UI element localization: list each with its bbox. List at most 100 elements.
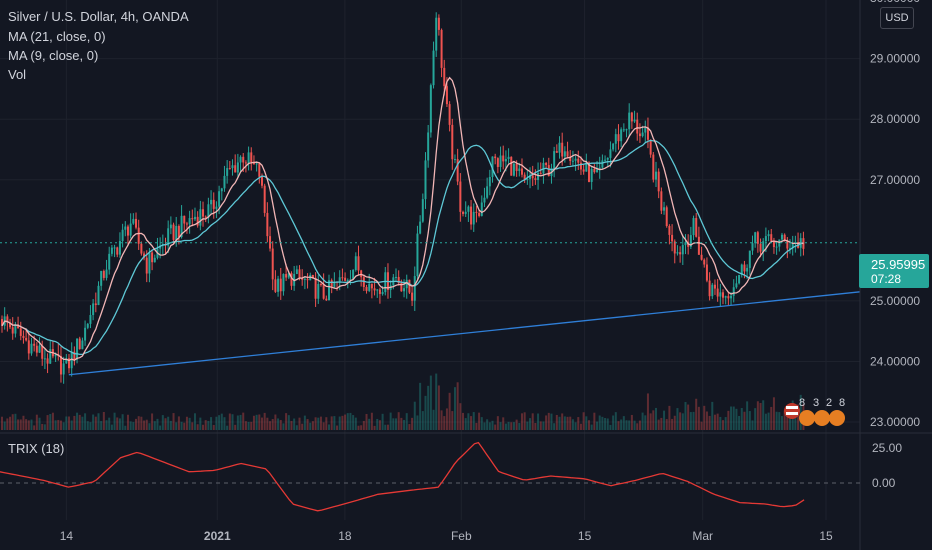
candle-body [625, 129, 628, 131]
volume-bar [298, 417, 301, 430]
volume-bar [76, 412, 79, 430]
candle-body [172, 224, 175, 240]
volume-bar [78, 414, 81, 430]
volume-bar [14, 413, 17, 430]
legend-trix[interactable]: TRIX (18) [8, 441, 65, 456]
trix-axis-ticks: 25.00 0.00 [872, 441, 902, 490]
candle-body [630, 112, 633, 122]
candle-body [250, 152, 253, 163]
legend-vol[interactable]: Vol [8, 67, 27, 82]
candle-body [786, 240, 789, 249]
candle-body [381, 292, 384, 294]
candle-body [43, 358, 46, 360]
candle-body [46, 358, 49, 364]
volume-bar [738, 415, 741, 430]
volume-bar [311, 421, 314, 430]
volume-bar [338, 416, 341, 430]
candle-body [108, 253, 111, 270]
volume-bar [376, 418, 379, 430]
volume-bars [1, 373, 805, 430]
volume-bar [435, 373, 438, 430]
candle-body [783, 234, 786, 241]
candle-body [124, 226, 127, 230]
candle-body [673, 241, 676, 254]
candle-body [27, 340, 30, 354]
volume-bar [126, 414, 129, 430]
volume-bar [641, 412, 644, 430]
candle-body [328, 280, 331, 301]
candle-body [333, 281, 336, 287]
candle-body [368, 283, 371, 291]
candle-body [35, 345, 38, 353]
candle-body [290, 273, 293, 286]
volume-bar [676, 408, 679, 430]
volume-bar [169, 420, 172, 430]
candle-body [759, 243, 762, 252]
candle-body [652, 154, 655, 180]
candle-body [113, 247, 116, 249]
volume-bar [569, 416, 572, 430]
candle-body [440, 29, 443, 68]
candle-body [285, 274, 288, 278]
volume-bar [161, 415, 164, 430]
volume-bar [19, 419, 22, 430]
volume-bar [518, 423, 521, 430]
economic-events-icon[interactable] [783, 396, 847, 430]
legend-ma9[interactable]: MA (9, close, 0) [8, 48, 99, 63]
volume-bar [628, 420, 631, 430]
volume-bar [33, 425, 36, 430]
volume-bar [558, 416, 561, 430]
candle-body [421, 199, 424, 222]
candle-body [491, 156, 494, 177]
volume-bar [614, 412, 617, 430]
volume-bar [285, 413, 288, 430]
volume-bar [1, 416, 3, 430]
candle-body [49, 349, 52, 364]
candle-body [585, 162, 588, 172]
candle-body [140, 243, 143, 254]
candle-body [177, 226, 180, 238]
candle-body [478, 212, 481, 216]
volume-bar [73, 415, 76, 430]
candle-body [180, 215, 183, 238]
volume-bar [352, 415, 355, 430]
volume-bar [486, 419, 489, 430]
volume-bar [719, 416, 722, 430]
volume-bar [697, 406, 700, 430]
candle-body [649, 139, 652, 155]
candle-body [537, 172, 540, 180]
trix-tick-1: 0.00 [872, 476, 896, 490]
volume-bar [408, 424, 411, 430]
volume-bar [210, 417, 213, 430]
candle-body [716, 288, 719, 297]
candle-body [400, 283, 403, 292]
volume-bar [180, 421, 183, 430]
volume-bar [159, 425, 162, 430]
candle-body [202, 209, 205, 217]
currency-button[interactable]: USD [880, 7, 914, 29]
candle-body [19, 328, 22, 336]
candle-body [204, 216, 207, 218]
candle-body [263, 185, 266, 213]
volume-bar [386, 424, 389, 430]
candle-body [604, 159, 607, 161]
volume-bar [547, 412, 550, 430]
price-tick-2: 28.00000 [870, 112, 920, 126]
candle-body [512, 163, 515, 176]
volume-bar [577, 417, 580, 430]
volume-bar [330, 416, 333, 430]
legend-ma21[interactable]: MA (21, close, 0) [8, 29, 106, 44]
volume-bar [341, 415, 344, 430]
volume-bar [762, 400, 765, 430]
volume-bar [6, 418, 9, 430]
volume-bar [687, 404, 690, 430]
candle-body [298, 269, 301, 279]
volume-bar [236, 415, 239, 430]
volume-bar [395, 418, 398, 430]
volume-bar [344, 414, 347, 430]
volume-bar [30, 419, 33, 430]
volume-bar [550, 413, 553, 430]
volume-bar [494, 424, 497, 430]
volume-bar [226, 425, 229, 430]
